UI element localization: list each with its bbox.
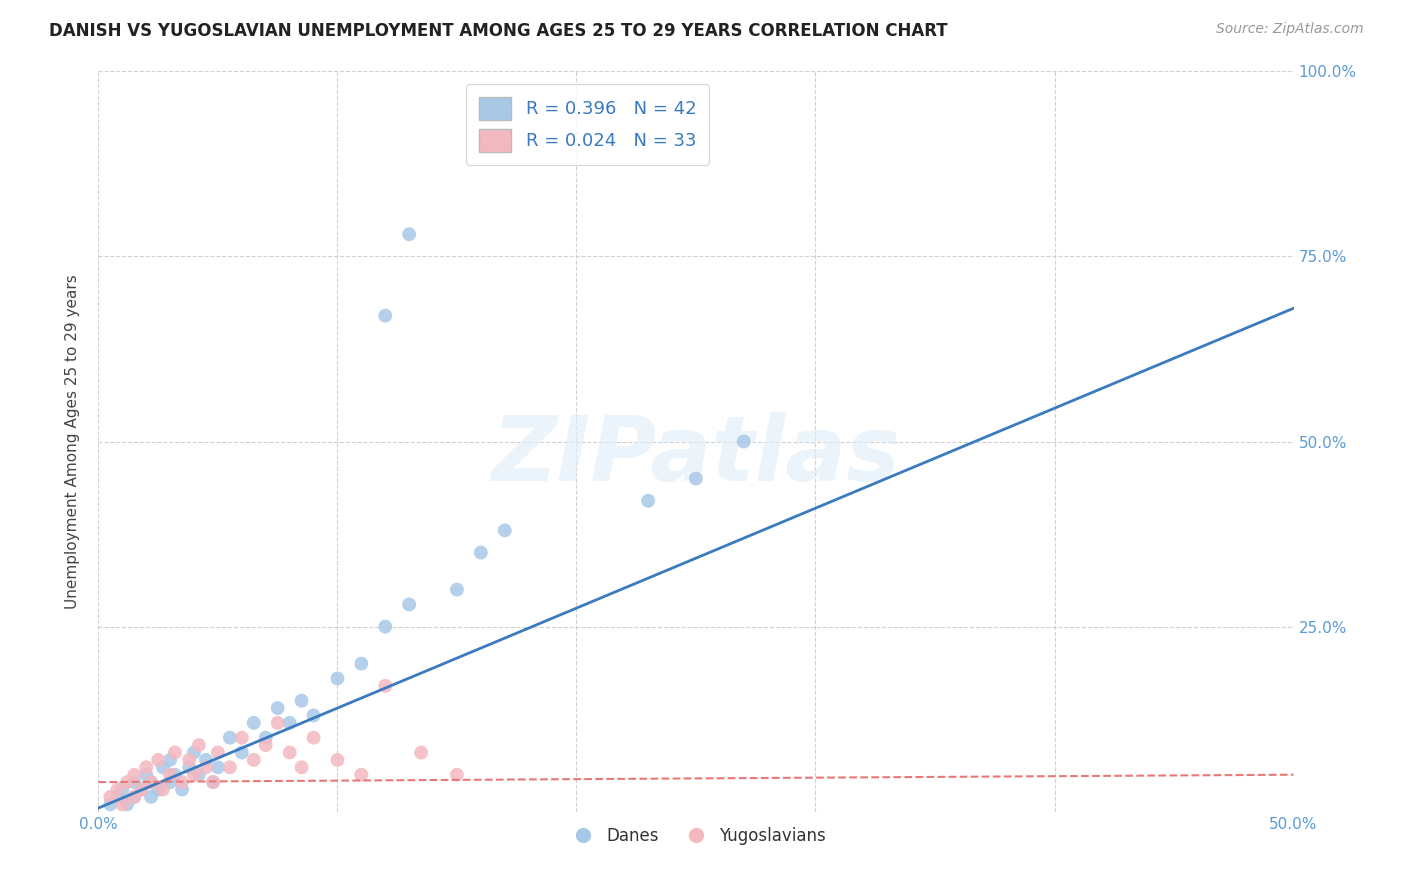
Point	[733, 434, 755, 449]
Point	[374, 619, 396, 633]
Point	[152, 760, 174, 774]
Point	[183, 746, 205, 760]
Point	[163, 746, 186, 760]
Point	[179, 753, 201, 767]
Point	[398, 598, 420, 612]
Point	[107, 789, 129, 804]
Point	[195, 760, 218, 774]
Point	[374, 309, 396, 323]
Text: Source: ZipAtlas.com: Source: ZipAtlas.com	[1216, 22, 1364, 37]
Point	[183, 767, 205, 781]
Point	[115, 797, 138, 812]
Point	[172, 782, 194, 797]
Point	[291, 694, 314, 708]
Point	[494, 524, 516, 538]
Point	[124, 789, 146, 804]
Point	[163, 767, 186, 781]
Point	[243, 753, 266, 767]
Point	[254, 738, 277, 752]
Point	[470, 546, 492, 560]
Point	[98, 789, 122, 804]
Point	[139, 775, 162, 789]
Point	[172, 775, 194, 789]
Point	[187, 738, 209, 752]
Point	[179, 760, 201, 774]
Point	[326, 753, 349, 767]
Point	[139, 775, 162, 789]
Point	[111, 782, 134, 797]
Point	[202, 775, 225, 789]
Point	[139, 789, 162, 804]
Point	[111, 797, 134, 812]
Point	[115, 775, 138, 789]
Point	[231, 731, 253, 745]
Point	[254, 731, 277, 745]
Point	[446, 582, 468, 597]
Point	[159, 767, 181, 781]
Point	[350, 767, 373, 781]
Point	[219, 731, 242, 745]
Point	[278, 746, 301, 760]
Point	[685, 471, 707, 485]
Point	[637, 493, 659, 508]
Point	[131, 782, 153, 797]
Point	[446, 767, 468, 781]
Point	[148, 782, 170, 797]
Point	[374, 679, 396, 693]
Text: DANISH VS YUGOSLAVIAN UNEMPLOYMENT AMONG AGES 25 TO 29 YEARS CORRELATION CHART: DANISH VS YUGOSLAVIAN UNEMPLOYMENT AMONG…	[49, 22, 948, 40]
Point	[195, 753, 218, 767]
Point	[187, 767, 209, 781]
Point	[152, 782, 174, 797]
Point	[267, 701, 290, 715]
Point	[302, 731, 325, 745]
Point	[302, 708, 325, 723]
Point	[135, 760, 157, 774]
Point	[135, 767, 157, 781]
Text: ZIPatlas: ZIPatlas	[492, 412, 900, 500]
Point	[124, 767, 146, 781]
Point	[291, 760, 314, 774]
Point	[411, 746, 433, 760]
Point	[243, 715, 266, 730]
Point	[98, 797, 122, 812]
Point	[278, 715, 301, 730]
Point	[148, 753, 170, 767]
Point	[267, 715, 290, 730]
Point	[350, 657, 373, 671]
Point	[326, 672, 349, 686]
Point	[219, 760, 242, 774]
Point	[159, 775, 181, 789]
Point	[159, 753, 181, 767]
Y-axis label: Unemployment Among Ages 25 to 29 years: Unemployment Among Ages 25 to 29 years	[65, 274, 80, 609]
Point	[107, 782, 129, 797]
Point	[202, 775, 225, 789]
Legend: Danes, Yugoslavians: Danes, Yugoslavians	[560, 820, 832, 852]
Point	[207, 746, 229, 760]
Point	[231, 746, 253, 760]
Point	[207, 760, 229, 774]
Point	[131, 782, 153, 797]
Point	[124, 789, 146, 804]
Point	[398, 227, 420, 242]
Point	[124, 775, 146, 789]
